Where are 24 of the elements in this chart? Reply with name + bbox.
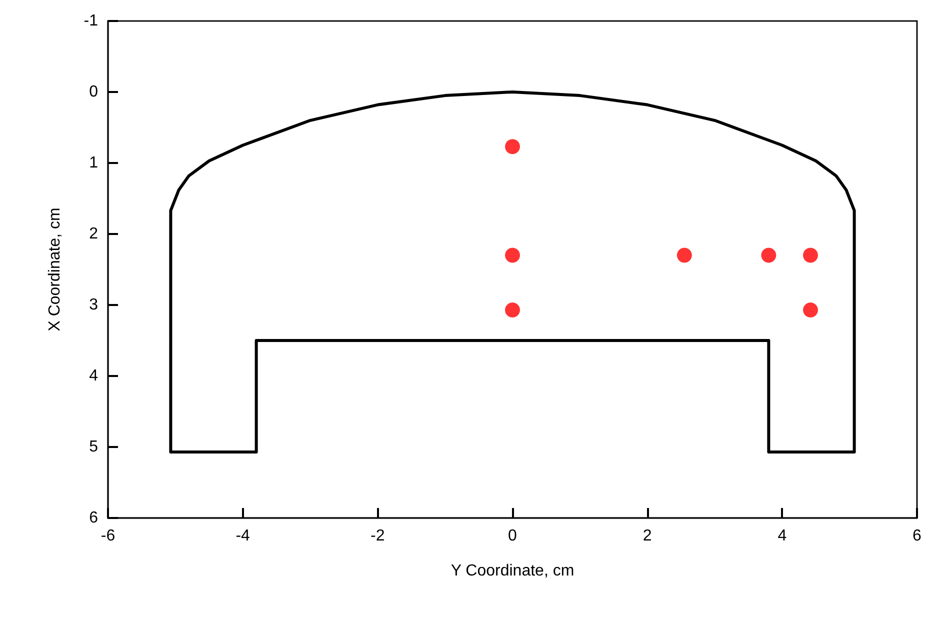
y-tick-label: 1	[89, 154, 98, 172]
y-tick-label: 4	[89, 368, 98, 384]
x-tick-label: -4	[236, 528, 250, 544]
x-tick-label: 2	[642, 528, 652, 544]
y-tick-label: 5	[89, 438, 98, 456]
y-axis-title: X Coordinate, cm	[46, 208, 64, 332]
x-tick-label: -6	[100, 528, 116, 544]
x-axis-title: Y Coordinate, cm	[450, 562, 574, 580]
x-tick-label: -2	[370, 528, 385, 544]
y-tick-label: -1	[84, 12, 98, 30]
point	[802, 302, 818, 318]
y-tick-label: 0	[89, 84, 98, 100]
y-tick-label: 2	[89, 226, 98, 242]
x-tick-label: 4	[778, 528, 787, 544]
x-tick-label: 6	[912, 528, 922, 544]
point	[676, 248, 692, 263]
point	[802, 248, 818, 263]
point	[761, 248, 776, 263]
y-tick-label: 6	[89, 510, 98, 526]
x-tick-label: 0	[508, 528, 518, 544]
point	[505, 139, 520, 154]
y-tick-label: 3	[89, 296, 98, 314]
point	[505, 248, 520, 263]
point	[505, 302, 520, 318]
